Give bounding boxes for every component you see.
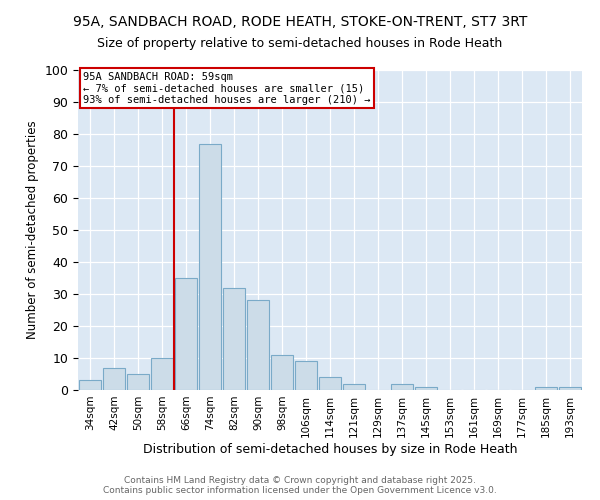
Text: 95A SANDBACH ROAD: 59sqm
← 7% of semi-detached houses are smaller (15)
93% of se: 95A SANDBACH ROAD: 59sqm ← 7% of semi-de… (83, 72, 371, 105)
X-axis label: Distribution of semi-detached houses by size in Rode Heath: Distribution of semi-detached houses by … (143, 442, 517, 456)
Bar (391, 384, 413, 390)
Text: Size of property relative to semi-detached houses in Rode Heath: Size of property relative to semi-detach… (97, 38, 503, 51)
Bar (199, 144, 221, 390)
Bar (415, 387, 437, 390)
Bar (271, 355, 293, 390)
Text: 95A, SANDBACH ROAD, RODE HEATH, STOKE-ON-TRENT, ST7 3RT: 95A, SANDBACH ROAD, RODE HEATH, STOKE-ON… (73, 15, 527, 29)
Bar (175, 278, 197, 390)
Bar (319, 377, 341, 390)
Bar (247, 300, 269, 390)
Text: Contains HM Land Registry data © Crown copyright and database right 2025.
Contai: Contains HM Land Registry data © Crown c… (103, 476, 497, 495)
Y-axis label: Number of semi-detached properties: Number of semi-detached properties (26, 120, 39, 340)
Bar (103, 368, 125, 390)
Bar (127, 374, 149, 390)
Bar (295, 361, 317, 390)
Bar (535, 387, 557, 390)
Bar (151, 358, 173, 390)
Bar (343, 384, 365, 390)
Bar (559, 387, 581, 390)
Bar (79, 380, 101, 390)
Bar (223, 288, 245, 390)
